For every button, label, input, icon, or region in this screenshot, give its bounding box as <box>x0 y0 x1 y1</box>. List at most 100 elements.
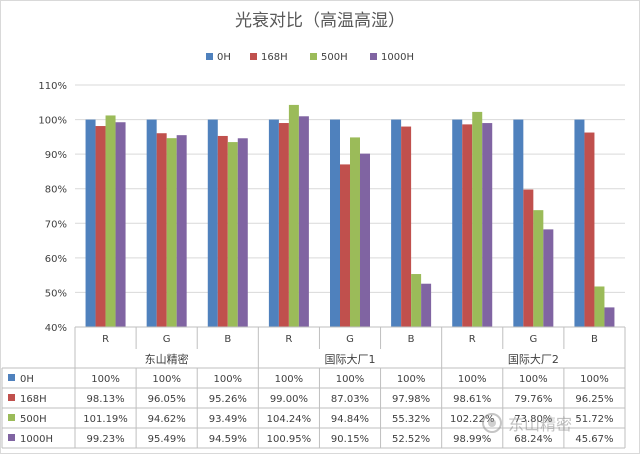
table-cell: 100% <box>397 374 426 385</box>
table-cell: 79.76% <box>514 394 552 405</box>
bar-1000H-4 <box>360 153 370 327</box>
bar-168H-0 <box>95 126 106 327</box>
bar-500H-2 <box>227 142 238 327</box>
table-cell: 100% <box>91 374 120 385</box>
table-cell: 100% <box>519 374 548 385</box>
table-cell: 93.49% <box>209 414 247 425</box>
table-cell: 96.05% <box>148 394 186 405</box>
x-tick-label: B <box>224 334 231 345</box>
bar-0H-7 <box>513 119 524 327</box>
bar-168H-1 <box>156 133 167 327</box>
x-tick-label: G <box>163 334 171 345</box>
bar-0H-3 <box>268 119 279 327</box>
legend-swatch-1000H <box>370 53 377 60</box>
bar-1000H-1 <box>176 135 187 327</box>
table-cell: 100% <box>336 374 365 385</box>
table-series-label-168H: 168H <box>20 394 47 405</box>
bar-0H-4 <box>330 119 340 327</box>
table-cell: 100% <box>275 374 304 385</box>
table-cell: 87.03% <box>331 394 369 405</box>
table-cell: 101.19% <box>83 414 128 425</box>
legend-label-500H: 500H <box>321 52 348 63</box>
table-cell: 99.00% <box>270 394 308 405</box>
table-swatch-500H <box>8 414 15 421</box>
bar-1000H-3 <box>298 116 309 327</box>
table-cell: 96.25% <box>575 394 613 405</box>
bar-1000H-8 <box>604 307 615 327</box>
x-tick-label: B <box>591 334 598 345</box>
legend-label-168H: 168H <box>261 52 288 63</box>
table-cell: 52.52% <box>392 434 430 445</box>
table-series-label-0H: 0H <box>20 374 34 385</box>
table-cell: 98.99% <box>453 434 491 445</box>
bar-0H-6 <box>452 119 463 327</box>
table-series-label-500H: 500H <box>20 414 47 425</box>
y-tick-label: 50% <box>45 288 67 299</box>
group-label: 国际大厂1 <box>325 352 376 366</box>
bar-168H-2 <box>217 135 228 327</box>
bar-168H-3 <box>278 123 289 328</box>
bar-1000H-6 <box>482 123 493 327</box>
bars <box>85 104 615 328</box>
bar-500H-3 <box>288 104 299 327</box>
legend-label-0H: 0H <box>217 52 231 63</box>
y-tick-label: 100% <box>38 116 67 127</box>
table-cell: 94.84% <box>331 414 369 425</box>
bar-0H-2 <box>207 119 218 327</box>
table-cell: 104.24% <box>267 414 312 425</box>
x-tick-label: G <box>529 334 537 345</box>
table-cell: 97.98% <box>392 394 430 405</box>
table-swatch-0H <box>8 374 15 381</box>
y-tick-label: 40% <box>45 323 67 334</box>
group-label: 国际大厂2 <box>508 352 559 366</box>
bar-0H-5 <box>391 119 402 327</box>
bar-168H-5 <box>401 126 412 327</box>
bar-500H-7 <box>533 210 544 327</box>
bar-500H-8 <box>594 286 605 327</box>
bar-0H-1 <box>146 119 157 327</box>
x-tick-label: G <box>346 334 354 345</box>
table-cell: 100% <box>580 374 609 385</box>
table-series-label-1000H: 1000H <box>20 434 53 445</box>
legend-label-1000H: 1000H <box>381 52 414 63</box>
bar-1000H-0 <box>115 122 126 327</box>
y-tick-label: 80% <box>45 185 67 196</box>
bar-168H-4 <box>340 164 350 327</box>
bar-0H-0 <box>85 119 96 327</box>
table-swatch-168H <box>8 394 15 401</box>
bar-500H-4 <box>350 137 360 327</box>
table-cell: 68.24% <box>514 434 552 445</box>
x-tick-label: R <box>469 334 476 345</box>
table-cell: 100% <box>458 374 487 385</box>
table-cell: 98.13% <box>86 394 124 405</box>
table-cell: 95.49% <box>148 434 186 445</box>
bar-168H-7 <box>523 189 534 327</box>
y-tick-label: 90% <box>45 150 67 161</box>
table-cell: 98.61% <box>453 394 491 405</box>
table-cell: 100% <box>213 374 242 385</box>
legend-swatch-500H <box>310 53 317 60</box>
y-tick-label: 110% <box>38 81 67 92</box>
data-table: R G B R G B R G B 东山精密 国际大厂1 国际大厂2 0H 100% 100% 100% 100… <box>1 326 626 449</box>
y-axis: 40% 50% 60% 70% 80% 90% 100% 110% <box>38 81 67 334</box>
table-cell: 99.23% <box>86 434 124 445</box>
bar-0H-8 <box>574 119 585 327</box>
y-tick-label: 60% <box>45 254 67 265</box>
x-tick-label: R <box>285 334 292 345</box>
bar-168H-8 <box>584 132 595 327</box>
x-tick-label: R <box>102 334 109 345</box>
table-cell: 94.59% <box>209 434 247 445</box>
watermark: 东山精密 <box>482 406 632 440</box>
y-tick-label: 70% <box>45 219 67 230</box>
bar-1000H-7 <box>543 229 554 327</box>
bar-1000H-5 <box>421 283 432 327</box>
table-cell: 51.72% <box>575 414 613 425</box>
bar-500H-1 <box>166 138 177 327</box>
bar-500H-0 <box>105 115 116 327</box>
x-tick-label: B <box>408 334 415 345</box>
watermark-text: 东山精密 <box>508 415 573 434</box>
bar-168H-6 <box>462 124 473 327</box>
legend-swatch-168H <box>250 53 257 60</box>
table-cell: 102.22% <box>450 414 495 425</box>
